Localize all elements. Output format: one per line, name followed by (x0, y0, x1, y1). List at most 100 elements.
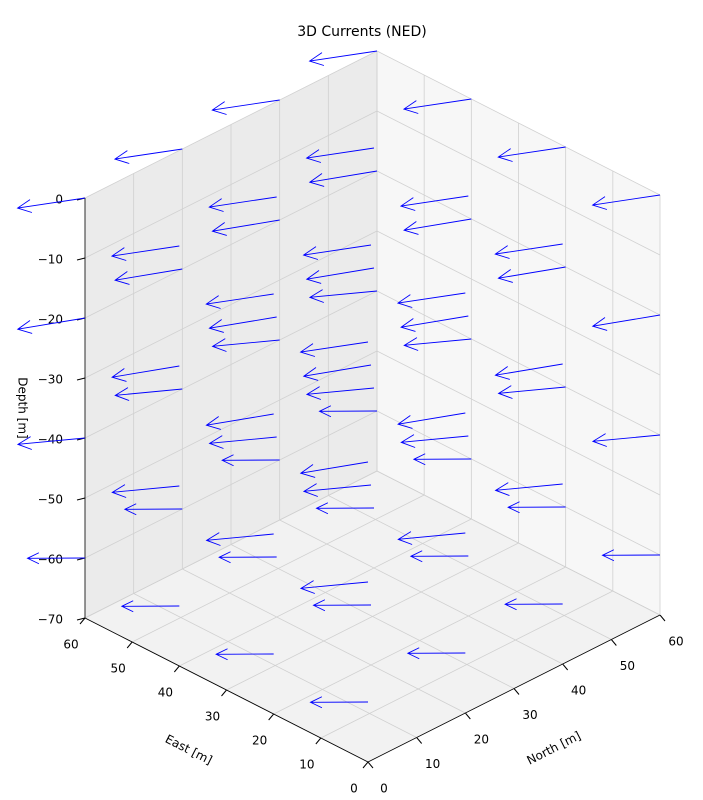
arrow-path (308, 170, 378, 187)
arrow (208, 435, 277, 449)
arrow (16, 197, 86, 213)
z-tick-label: −50 (38, 493, 63, 507)
arrow (409, 550, 469, 563)
tick-mark (221, 689, 227, 697)
tick-mark (562, 663, 569, 671)
arrow-path (399, 195, 469, 211)
arrow (211, 338, 280, 352)
arrow (312, 599, 372, 612)
grid-line (376, 110, 661, 256)
grid-line (84, 290, 378, 439)
arrow-path (305, 147, 375, 163)
x-tick-label: 20 (474, 733, 489, 747)
arrow (26, 552, 86, 565)
arrow-path (26, 552, 86, 565)
arrow-path (497, 266, 566, 283)
arrow-path (16, 197, 86, 213)
arrow (111, 484, 180, 498)
tick-mark (173, 665, 180, 673)
grid-line (84, 230, 378, 379)
arrow-path (16, 317, 86, 334)
arrow-path (120, 600, 180, 613)
z-axis-label: Depth [m] (16, 377, 30, 438)
arrow (205, 293, 274, 309)
x-tick-label: 60 (668, 635, 683, 649)
arrow (402, 98, 472, 114)
y-tick-label: 40 (158, 686, 173, 700)
arrow (591, 433, 661, 447)
grid-line (84, 350, 378, 499)
arrow (397, 412, 466, 429)
arrow-path (309, 696, 369, 709)
arrow (218, 551, 277, 564)
arrow (114, 268, 183, 285)
y-tick-label: 20 (252, 734, 267, 748)
arrow-path (302, 244, 372, 260)
grid-line (320, 590, 614, 739)
arrow (302, 364, 372, 381)
tick-mark (79, 617, 86, 625)
grid-line (84, 170, 378, 319)
y-tick-label: 50 (111, 662, 126, 676)
arrow (299, 461, 369, 478)
arrow-path (494, 482, 563, 496)
tick-mark (464, 712, 471, 720)
grid-line (376, 350, 661, 496)
arrow-path (302, 483, 372, 497)
x-axis-label: North [m] (525, 729, 583, 768)
grid-line (376, 170, 661, 316)
arrow (302, 244, 372, 260)
arrow (507, 501, 566, 514)
grid-line (226, 542, 519, 691)
arrow (123, 503, 183, 516)
arrow (399, 195, 469, 211)
tick-mark (126, 641, 133, 649)
arrow-path (215, 648, 274, 661)
arrow (406, 647, 466, 660)
arrow-path (308, 289, 378, 303)
z-tick-label: −10 (38, 253, 63, 267)
arrow-path (396, 292, 466, 308)
x-tick-label: 50 (620, 659, 635, 673)
tick-mark (76, 617, 86, 621)
arrow (120, 600, 180, 613)
arrow-path (397, 412, 466, 429)
arrow-path (208, 316, 277, 333)
arrow-path (110, 245, 180, 261)
arrow-path (494, 363, 563, 380)
grid-line (131, 494, 425, 643)
arrow-path (114, 387, 183, 401)
arrow-path (400, 434, 469, 448)
arrow-path (403, 218, 472, 235)
arrow-path (412, 453, 472, 466)
arrow (208, 196, 277, 212)
arrow-path (113, 148, 183, 164)
chart-title: 3D Currents (NED) (297, 24, 427, 40)
tick-mark (610, 639, 617, 646)
arrow (205, 532, 274, 546)
grid-line (376, 230, 661, 376)
arrow-path (409, 550, 469, 563)
y-axis-line (84, 617, 369, 763)
tick-mark (367, 761, 374, 769)
z-tick-label: 0 (55, 193, 63, 207)
arrow (208, 316, 277, 333)
x-tick-label: 30 (522, 708, 537, 722)
arrow-path (299, 341, 369, 357)
arrow (114, 387, 183, 401)
arrow-path (318, 405, 378, 418)
arrow (497, 146, 566, 162)
arrow-path (497, 146, 566, 162)
arrow-path (305, 386, 375, 400)
tick-mark (76, 257, 86, 261)
arrow-path (601, 549, 661, 562)
arrow-path (397, 531, 466, 545)
arrow-path (221, 454, 280, 467)
y-tick-label: 0 (350, 782, 358, 796)
arrow (601, 549, 661, 562)
arrow-path (308, 50, 378, 66)
arrow-path (403, 337, 472, 351)
arrow-path (218, 551, 277, 564)
